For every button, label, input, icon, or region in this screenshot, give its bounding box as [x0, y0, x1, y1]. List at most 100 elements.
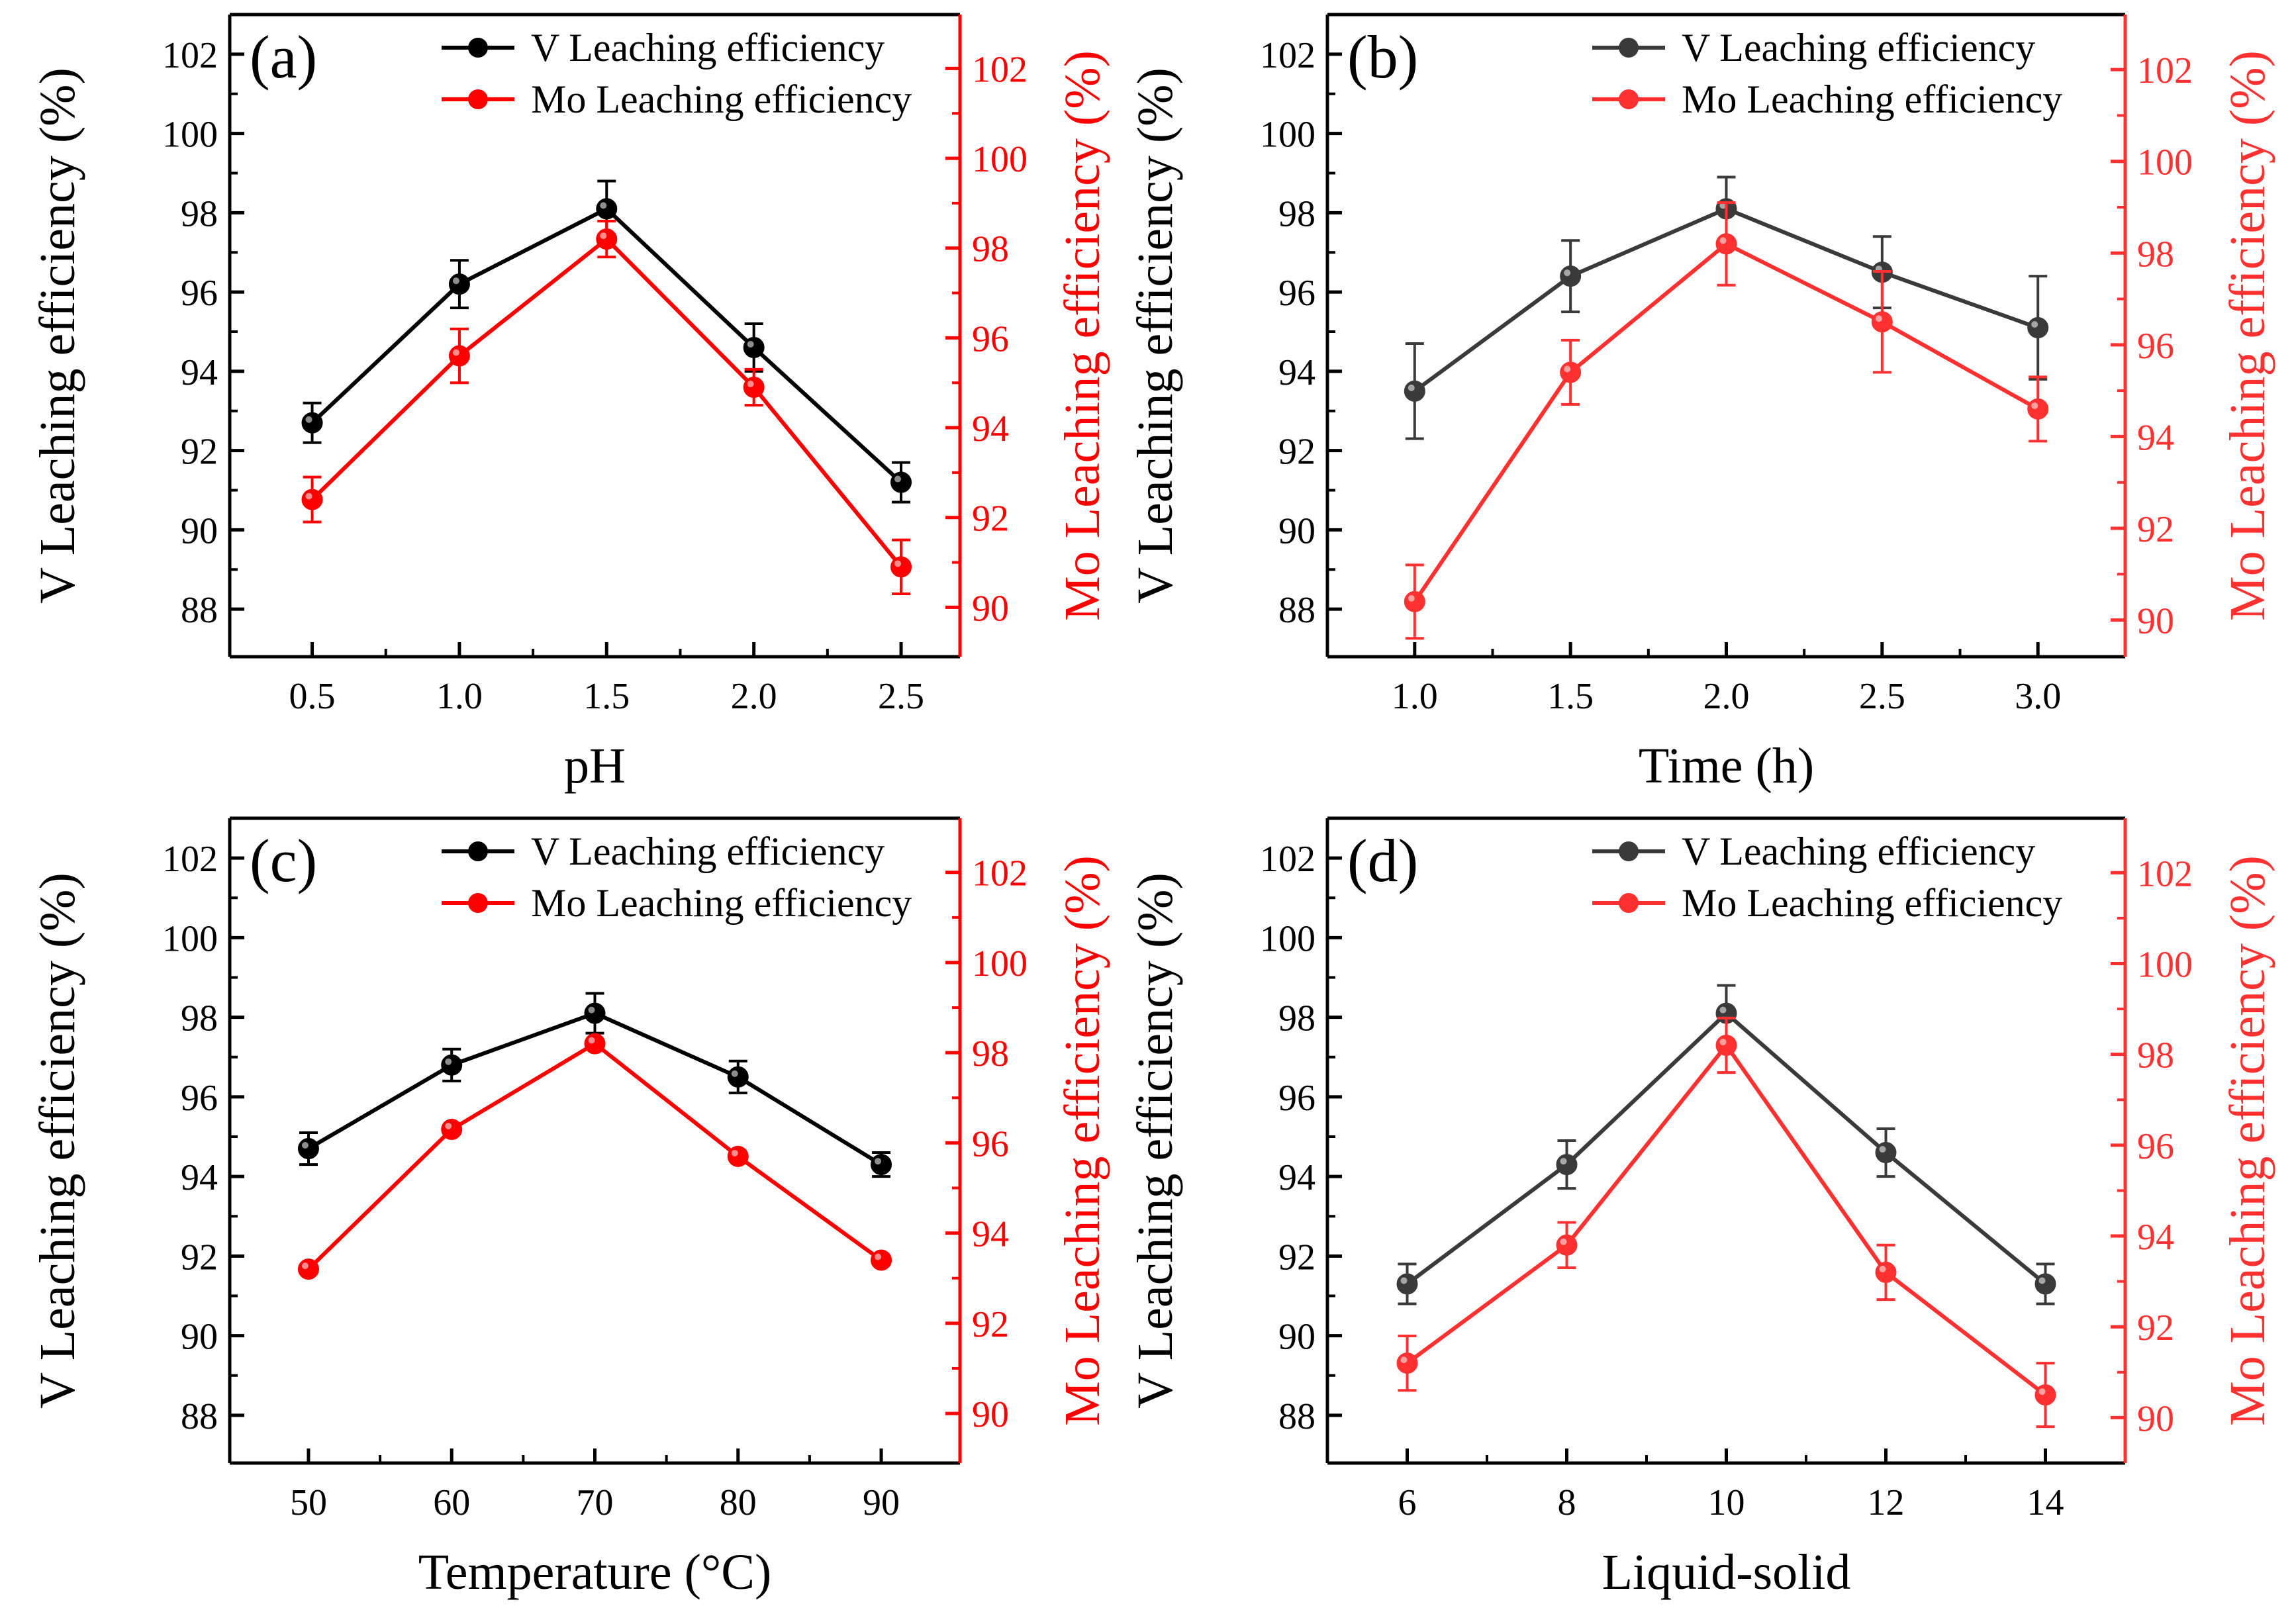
series-line — [1406, 1041, 2047, 1397]
right-tick-label: 100 — [972, 139, 1028, 180]
left-tick-label: 98 — [181, 193, 218, 234]
legend-marker — [468, 893, 488, 913]
data-point-highlight — [2038, 1277, 2046, 1284]
data-point-highlight — [1564, 365, 1571, 373]
chart-panel-3: 88 90 92 94 96 98 100 102 90 92 94 96 98 100 102 50 60 70… — [30, 816, 1110, 1600]
right-axis-title: Mo Leaching efficiency (%) — [1055, 855, 1110, 1426]
right-tick-label: 90 — [2137, 601, 2174, 642]
data-point-highlight — [301, 1142, 309, 1149]
left-tick-label: 94 — [181, 352, 218, 393]
data-point-highlight — [747, 381, 754, 388]
data-point — [1560, 265, 1582, 287]
right-axis-title: Mo Leaching efficiency (%) — [2220, 855, 2275, 1426]
data-point — [1875, 1142, 1897, 1164]
series-mo — [301, 220, 912, 596]
right-tick-label: 98 — [2137, 234, 2174, 275]
data-point — [890, 556, 912, 578]
chart-panel-2: 88 90 92 94 96 98 100 102 90 92 94 96 98 100 102 1.0 1.5… — [1127, 13, 2275, 794]
data-point-highlight — [305, 416, 312, 423]
data-point — [727, 1145, 749, 1167]
data-point-highlight — [452, 277, 459, 285]
left-tick-label: 88 — [1278, 1396, 1315, 1437]
data-point — [596, 198, 618, 220]
series-mo — [1404, 201, 2049, 640]
legend-label: V Leaching efficiency — [531, 26, 885, 70]
data-point-highlight — [894, 475, 902, 483]
x-tick-label: 50 — [290, 1482, 327, 1523]
right-tick-label: 90 — [2137, 1398, 2174, 1439]
data-point-highlight — [452, 349, 459, 356]
legend-label: V Leaching efficiency — [1682, 26, 2035, 70]
data-point-highlight — [2038, 1388, 2046, 1396]
right-tick-label: 98 — [972, 229, 1009, 270]
data-point-highlight — [301, 1262, 309, 1270]
legend-marker — [468, 89, 488, 109]
chart-panel-4: 88 90 92 94 96 98 100 102 90 92 94 96 98 100 102 6 8 10 12… — [1127, 816, 2275, 1600]
data-point-highlight — [305, 493, 312, 500]
legend-label: Mo Leaching efficiency — [1682, 881, 2062, 925]
left-tick-label: 92 — [1278, 1237, 1315, 1278]
panel-label: (c) — [250, 827, 317, 894]
data-point — [584, 1002, 606, 1024]
data-point-highlight — [1719, 1038, 1727, 1045]
right-tick-label: 96 — [972, 318, 1009, 359]
right-tick-label: 94 — [972, 408, 1009, 450]
left-tick-label: 98 — [1278, 193, 1315, 234]
x-axis-title: Liquid-solid — [1602, 1544, 1851, 1600]
data-point-highlight — [1408, 384, 1415, 391]
legend-label: Mo Leaching efficiency — [1682, 77, 2062, 121]
x-tick-label: 2.5 — [878, 676, 924, 717]
left-tick-label: 96 — [181, 273, 218, 314]
right-tick-label: 92 — [2137, 1307, 2174, 1349]
right-axis-title: Mo Leaching efficiency (%) — [2220, 50, 2275, 621]
left-tick-label: 94 — [1278, 1157, 1315, 1198]
left-tick-label: 96 — [1278, 273, 1315, 314]
data-point — [297, 1138, 319, 1160]
left-tick-label: 88 — [1278, 590, 1315, 631]
data-point-highlight — [1719, 237, 1727, 244]
chart-panel-1: 88 90 92 94 96 98 100 102 90 92 94 96 98 100 102 0.5 1.0… — [30, 13, 1110, 794]
data-point — [871, 1249, 892, 1271]
series-mo — [1396, 1016, 2056, 1429]
series-line — [307, 1041, 883, 1271]
right-tick-label: 92 — [2137, 509, 2174, 550]
left-axis-title: V Leaching efficiency (%) — [30, 68, 85, 604]
left-tick-label: 92 — [1278, 432, 1315, 473]
left-tick-label: 102 — [162, 35, 218, 76]
left-tick-label: 102 — [1260, 35, 1315, 76]
data-point — [743, 377, 765, 399]
data-point-highlight — [747, 340, 754, 348]
left-tick-label: 90 — [1278, 1317, 1315, 1358]
panel-label: (b) — [1347, 23, 1418, 91]
x-tick-label: 8 — [1558, 1482, 1576, 1523]
data-point — [2034, 1384, 2056, 1406]
right-tick-label: 92 — [972, 1304, 1009, 1345]
left-tick-label: 96 — [1278, 1078, 1315, 1119]
data-point — [871, 1154, 892, 1176]
left-tick-label: 88 — [181, 590, 218, 631]
data-point-highlight — [1560, 1238, 1567, 1245]
legend-label: V Leaching efficiency — [531, 830, 885, 873]
x-tick-label: 60 — [433, 1482, 470, 1523]
x-axis-title: pH — [564, 738, 626, 794]
data-point — [727, 1066, 749, 1088]
left-tick-label: 88 — [181, 1396, 218, 1437]
x-tick-label: 70 — [577, 1482, 614, 1523]
left-tick-label: 100 — [1260, 115, 1315, 156]
right-tick-label: 94 — [2137, 417, 2174, 458]
x-tick-label: 1.0 — [436, 676, 483, 717]
left-axis-title: V Leaching efficiency (%) — [1127, 68, 1183, 604]
right-tick-label: 100 — [972, 943, 1028, 984]
legend-marker — [468, 841, 488, 861]
data-point — [448, 345, 470, 367]
left-axis-title: V Leaching efficiency (%) — [30, 873, 85, 1409]
x-tick-label: 3.0 — [2015, 676, 2061, 717]
left-tick-label: 92 — [181, 432, 218, 473]
data-point — [743, 336, 765, 358]
right-axis-title: Mo Leaching efficiency (%) — [1055, 50, 1110, 621]
data-point — [448, 273, 470, 295]
data-point-highlight — [875, 1253, 882, 1260]
data-point — [1556, 1234, 1578, 1256]
right-tick-label: 98 — [2137, 1035, 2174, 1076]
data-point — [441, 1118, 463, 1140]
